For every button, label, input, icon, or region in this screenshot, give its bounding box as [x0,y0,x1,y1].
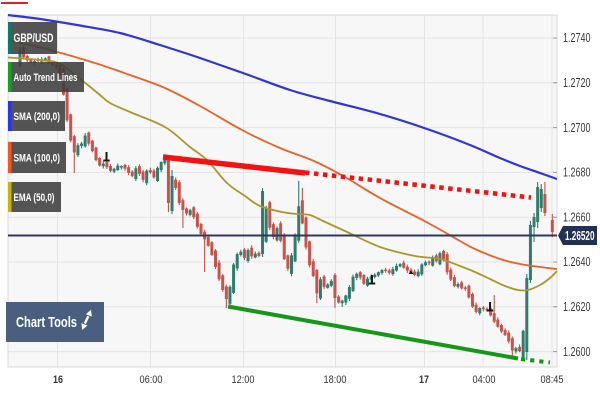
svg-text:EMA (50,0): EMA (50,0) [14,192,55,204]
svg-text:18:00: 18:00 [324,374,347,386]
svg-text:1.2740: 1.2740 [563,30,591,45]
svg-text:1.2600: 1.2600 [563,344,591,359]
svg-text:08:45: 08:45 [541,374,564,386]
svg-text:1.2720: 1.2720 [563,75,591,90]
svg-text:Chart Tools: Chart Tools [16,314,77,331]
svg-text:Auto Trend Lines: Auto Trend Lines [14,72,78,84]
svg-text:06:00: 06:00 [140,374,163,386]
svg-text:1.26520: 1.26520 [565,228,595,243]
svg-text:SMA (200,0): SMA (200,0) [14,111,61,123]
svg-text:1.2640: 1.2640 [563,254,591,269]
svg-text:12:00: 12:00 [232,374,255,386]
svg-text:SMA (100,0): SMA (100,0) [14,153,61,165]
svg-text:1.2620: 1.2620 [563,299,591,314]
svg-text:16: 16 [53,374,63,386]
svg-text:04:00: 04:00 [473,374,496,386]
svg-text:1.2700: 1.2700 [563,120,591,135]
svg-text:17: 17 [419,374,429,386]
svg-text:1.2680: 1.2680 [563,165,591,180]
svg-text:GBP/USD: GBP/USD [14,31,54,45]
svg-text:1.2660: 1.2660 [563,209,591,224]
